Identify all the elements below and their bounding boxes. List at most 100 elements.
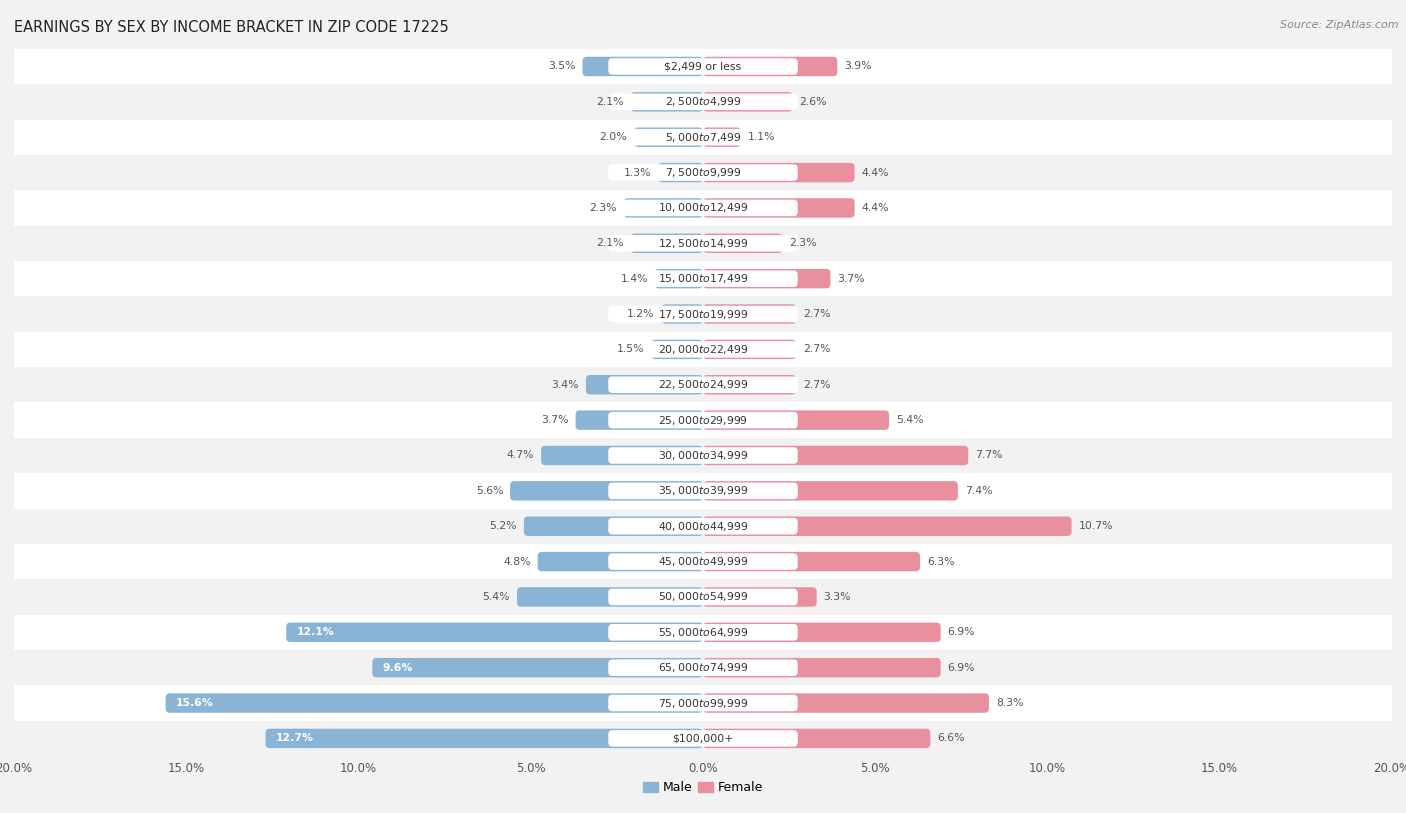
Bar xyxy=(14,650,1392,685)
Text: 5.6%: 5.6% xyxy=(475,486,503,496)
Text: $20,000 to $22,499: $20,000 to $22,499 xyxy=(658,343,748,356)
Text: $45,000 to $49,999: $45,000 to $49,999 xyxy=(658,555,748,568)
FancyBboxPatch shape xyxy=(609,518,797,534)
FancyBboxPatch shape xyxy=(655,269,703,289)
Bar xyxy=(14,226,1392,261)
Text: 2.6%: 2.6% xyxy=(800,97,827,107)
Text: $7,500 to $9,999: $7,500 to $9,999 xyxy=(665,166,741,179)
Text: 1.1%: 1.1% xyxy=(748,133,775,142)
Bar xyxy=(14,579,1392,615)
Text: $30,000 to $34,999: $30,000 to $34,999 xyxy=(658,449,748,462)
FancyBboxPatch shape xyxy=(609,695,797,711)
Text: 6.9%: 6.9% xyxy=(948,628,976,637)
FancyBboxPatch shape xyxy=(703,411,889,430)
Text: 10.7%: 10.7% xyxy=(1078,521,1114,531)
Text: 3.5%: 3.5% xyxy=(548,62,575,72)
FancyBboxPatch shape xyxy=(703,163,855,182)
FancyBboxPatch shape xyxy=(703,587,817,606)
Text: 7.4%: 7.4% xyxy=(965,486,993,496)
FancyBboxPatch shape xyxy=(609,164,797,180)
FancyBboxPatch shape xyxy=(609,730,797,746)
Text: 1.4%: 1.4% xyxy=(620,274,648,284)
Text: $75,000 to $99,999: $75,000 to $99,999 xyxy=(658,697,748,710)
Text: $35,000 to $39,999: $35,000 to $39,999 xyxy=(658,485,748,498)
FancyBboxPatch shape xyxy=(582,57,703,76)
Bar xyxy=(14,190,1392,226)
Text: 3.7%: 3.7% xyxy=(838,274,865,284)
FancyBboxPatch shape xyxy=(703,340,796,359)
Text: 1.5%: 1.5% xyxy=(617,345,644,354)
Text: $65,000 to $74,999: $65,000 to $74,999 xyxy=(658,661,748,674)
Bar xyxy=(14,367,1392,402)
FancyBboxPatch shape xyxy=(609,235,797,251)
Bar xyxy=(14,509,1392,544)
FancyBboxPatch shape xyxy=(703,446,969,465)
Text: 3.9%: 3.9% xyxy=(844,62,872,72)
FancyBboxPatch shape xyxy=(624,198,703,218)
Text: $100,000+: $100,000+ xyxy=(672,733,734,743)
FancyBboxPatch shape xyxy=(631,233,703,253)
Text: $25,000 to $29,999: $25,000 to $29,999 xyxy=(658,414,748,427)
FancyBboxPatch shape xyxy=(609,59,797,75)
FancyBboxPatch shape xyxy=(541,446,703,465)
FancyBboxPatch shape xyxy=(634,128,703,147)
Text: $2,500 to $4,999: $2,500 to $4,999 xyxy=(665,95,741,108)
FancyBboxPatch shape xyxy=(609,624,797,641)
Text: $40,000 to $44,999: $40,000 to $44,999 xyxy=(658,520,748,533)
Text: $17,500 to $19,999: $17,500 to $19,999 xyxy=(658,307,748,320)
Legend: Male, Female: Male, Female xyxy=(638,776,768,799)
FancyBboxPatch shape xyxy=(609,589,797,605)
FancyBboxPatch shape xyxy=(703,516,1071,536)
Text: 2.1%: 2.1% xyxy=(596,97,624,107)
Text: 5.4%: 5.4% xyxy=(896,415,924,425)
FancyBboxPatch shape xyxy=(537,552,703,572)
Text: $2,499 or less: $2,499 or less xyxy=(665,62,741,72)
FancyBboxPatch shape xyxy=(703,375,796,394)
Text: $12,500 to $14,999: $12,500 to $14,999 xyxy=(658,237,748,250)
Text: 4.4%: 4.4% xyxy=(862,167,889,177)
Bar xyxy=(14,402,1392,437)
Text: 6.3%: 6.3% xyxy=(927,557,955,567)
FancyBboxPatch shape xyxy=(609,341,797,358)
Text: 1.3%: 1.3% xyxy=(624,167,651,177)
FancyBboxPatch shape xyxy=(586,375,703,394)
Bar xyxy=(14,437,1392,473)
FancyBboxPatch shape xyxy=(609,554,797,570)
Text: 2.1%: 2.1% xyxy=(596,238,624,248)
FancyBboxPatch shape xyxy=(609,93,797,110)
Bar xyxy=(14,685,1392,720)
Text: 6.6%: 6.6% xyxy=(938,733,965,743)
Text: 5.2%: 5.2% xyxy=(489,521,517,531)
FancyBboxPatch shape xyxy=(575,411,703,430)
FancyBboxPatch shape xyxy=(703,728,931,748)
FancyBboxPatch shape xyxy=(373,658,703,677)
FancyBboxPatch shape xyxy=(703,552,920,572)
FancyBboxPatch shape xyxy=(658,163,703,182)
Bar xyxy=(14,473,1392,509)
Bar xyxy=(14,332,1392,367)
Text: 5.4%: 5.4% xyxy=(482,592,510,602)
Text: 12.1%: 12.1% xyxy=(297,628,335,637)
FancyBboxPatch shape xyxy=(609,376,797,393)
FancyBboxPatch shape xyxy=(609,447,797,463)
Bar xyxy=(14,261,1392,297)
FancyBboxPatch shape xyxy=(703,128,741,147)
Text: EARNINGS BY SEX BY INCOME BRACKET IN ZIP CODE 17225: EARNINGS BY SEX BY INCOME BRACKET IN ZIP… xyxy=(14,20,449,35)
FancyBboxPatch shape xyxy=(703,658,941,677)
Text: $10,000 to $12,499: $10,000 to $12,499 xyxy=(658,202,748,215)
FancyBboxPatch shape xyxy=(703,693,988,713)
FancyBboxPatch shape xyxy=(609,129,797,146)
Text: $22,500 to $24,999: $22,500 to $24,999 xyxy=(658,378,748,391)
FancyBboxPatch shape xyxy=(703,233,782,253)
Bar xyxy=(14,85,1392,120)
Text: 2.3%: 2.3% xyxy=(589,203,617,213)
Text: $5,000 to $7,499: $5,000 to $7,499 xyxy=(665,131,741,144)
Text: 4.7%: 4.7% xyxy=(506,450,534,460)
FancyBboxPatch shape xyxy=(524,516,703,536)
Bar xyxy=(14,155,1392,190)
FancyBboxPatch shape xyxy=(703,304,796,324)
Text: $50,000 to $54,999: $50,000 to $54,999 xyxy=(658,590,748,603)
FancyBboxPatch shape xyxy=(517,587,703,606)
FancyBboxPatch shape xyxy=(609,483,797,499)
Text: 7.7%: 7.7% xyxy=(976,450,1002,460)
